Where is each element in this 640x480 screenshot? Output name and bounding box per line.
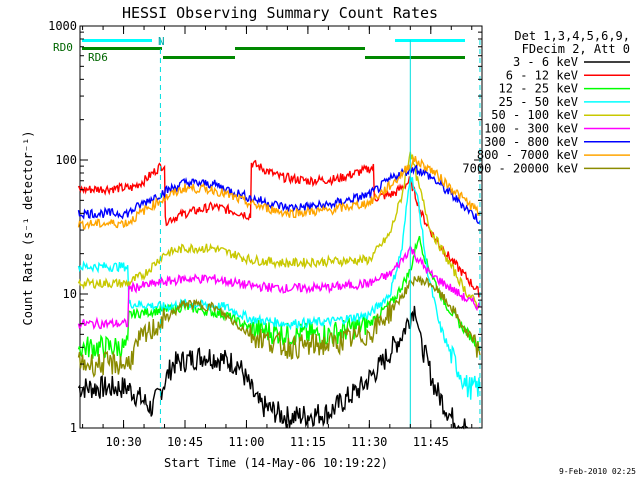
status-bar-green-3 (235, 47, 365, 50)
x-tick-label: 11:45 (413, 435, 449, 449)
y-tick-label: 100 (55, 153, 77, 167)
status-bar-green-1 (82, 47, 162, 50)
n-label: N (158, 35, 165, 48)
x-tick-label: 11:15 (290, 435, 326, 449)
x-axis-ticks: 10:30 10:45 11:00 11:15 11:30 11:45 (82, 26, 473, 449)
legend-label-0: 3 - 6 keV (513, 55, 578, 69)
legend-label-8: 7000 - 20000 keV (462, 161, 578, 175)
legend-header-1: Det 1,3,4,5,6,9, (514, 29, 630, 43)
series-line-6 (77, 163, 481, 224)
event-vertical-lines (159, 40, 481, 428)
status-bar-green-4 (365, 56, 465, 59)
series-line-7 (77, 155, 481, 230)
series-line-5 (77, 244, 481, 330)
y-axis-ticks: 1 10 100 1000 (48, 19, 482, 435)
legend-label-2: 12 - 25 keV (499, 82, 578, 96)
x-tick-label: 11:00 (228, 435, 264, 449)
x-tick-label: 11:30 (351, 435, 387, 449)
series-group (77, 151, 481, 430)
status-bar-cyan-2 (395, 39, 465, 42)
chart-title: HESSI Observing Summary Count Rates (122, 4, 438, 22)
legend-header-2: FDecim 2, Att 0 (522, 42, 630, 56)
status-bar-green-2 (163, 56, 235, 59)
legend-label-1: 6 - 12 keV (506, 68, 578, 82)
y-tick-label: 1000 (48, 19, 77, 33)
y-tick-label: 1 (70, 421, 77, 435)
legend-label-4: 50 - 100 keV (491, 108, 578, 122)
status-bar-cyan-1 (82, 39, 152, 42)
rd0-label: RD0 (53, 41, 73, 54)
plot-area (79, 25, 483, 429)
series-line-0 (77, 305, 469, 430)
legend-label-6: 300 - 800 keV (484, 135, 578, 149)
legend-label-3: 25 - 50 keV (499, 95, 578, 109)
rd6-label: RD6 (88, 51, 108, 64)
footer-date: 9-Feb-2010 02:25 (559, 467, 636, 476)
legend-label-7: 800 - 7000 keV (477, 148, 578, 162)
x-tick-label: 10:30 (105, 435, 141, 449)
attenuator-status-bars: RD0 RD6 N (53, 35, 465, 64)
series-line-8 (77, 275, 481, 378)
y-axis-label: Count Rate (s⁻¹ detector⁻¹) (21, 130, 35, 325)
legend: Det 1,3,4,5,6,9, FDecim 2, Att 0 3 - 6 k… (462, 29, 630, 175)
x-tick-label: 10:45 (167, 435, 203, 449)
legend-label-5: 100 - 300 keV (484, 122, 578, 136)
x-axis-label: Start Time (14-May-06 10:19:22) (164, 456, 388, 470)
series-line-3 (77, 176, 481, 400)
y-tick-label: 10 (63, 287, 77, 301)
